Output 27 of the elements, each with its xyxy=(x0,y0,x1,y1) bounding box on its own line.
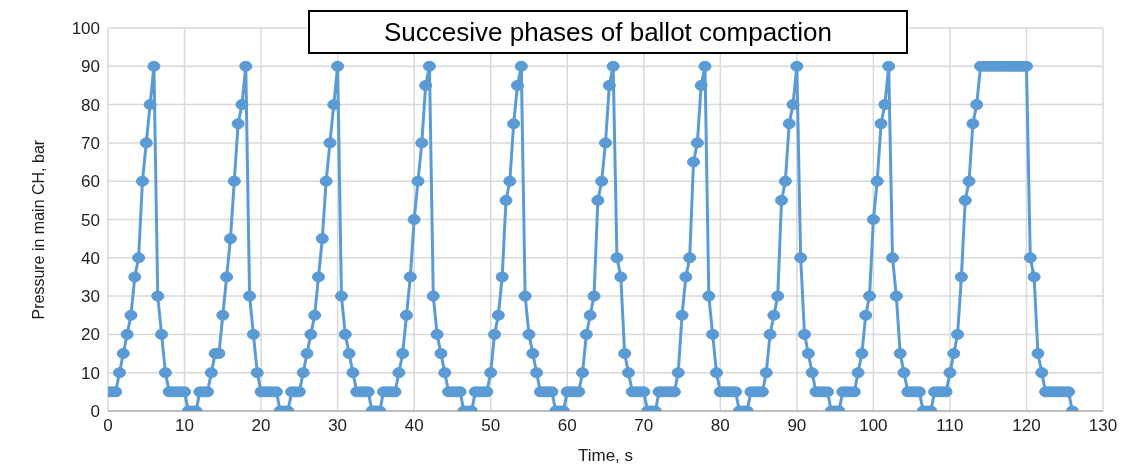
x-tick-label: 100 xyxy=(859,416,888,436)
y-axis-title: Pressure in main CH, bar xyxy=(29,139,47,320)
y-tick-label: 20 xyxy=(81,325,100,345)
x-tick-label: 30 xyxy=(328,416,348,436)
y-tick-label: 100 xyxy=(71,19,100,39)
y-tick-label: 50 xyxy=(81,210,100,230)
y-tick-label: 90 xyxy=(81,57,100,77)
x-tick-label: 120 xyxy=(1012,416,1041,436)
y-tick-label: 10 xyxy=(81,363,100,383)
y-tick-label: 30 xyxy=(81,287,100,307)
x-tick-label: 20 xyxy=(251,416,271,436)
x-tick-label: 10 xyxy=(175,416,194,436)
x-tick-label: 0 xyxy=(103,416,113,436)
x-tick-label: 60 xyxy=(557,416,577,436)
x-tick-label: 40 xyxy=(404,416,424,436)
x-tick-label: 50 xyxy=(481,416,501,436)
y-tick-label: 60 xyxy=(81,172,100,192)
y-tick-label: 0 xyxy=(90,402,100,422)
x-tick-label: 70 xyxy=(634,416,654,436)
x-axis-title: Time, s xyxy=(577,446,634,465)
x-tick-label: 90 xyxy=(787,416,807,436)
x-tick-label: 80 xyxy=(710,416,730,436)
x-tick-label: 110 xyxy=(936,416,964,436)
y-tick-label: 70 xyxy=(81,133,100,153)
x-tick-label: 130 xyxy=(1088,416,1118,436)
y-tick-label: 80 xyxy=(81,95,100,115)
y-tick-label: 40 xyxy=(81,248,100,268)
